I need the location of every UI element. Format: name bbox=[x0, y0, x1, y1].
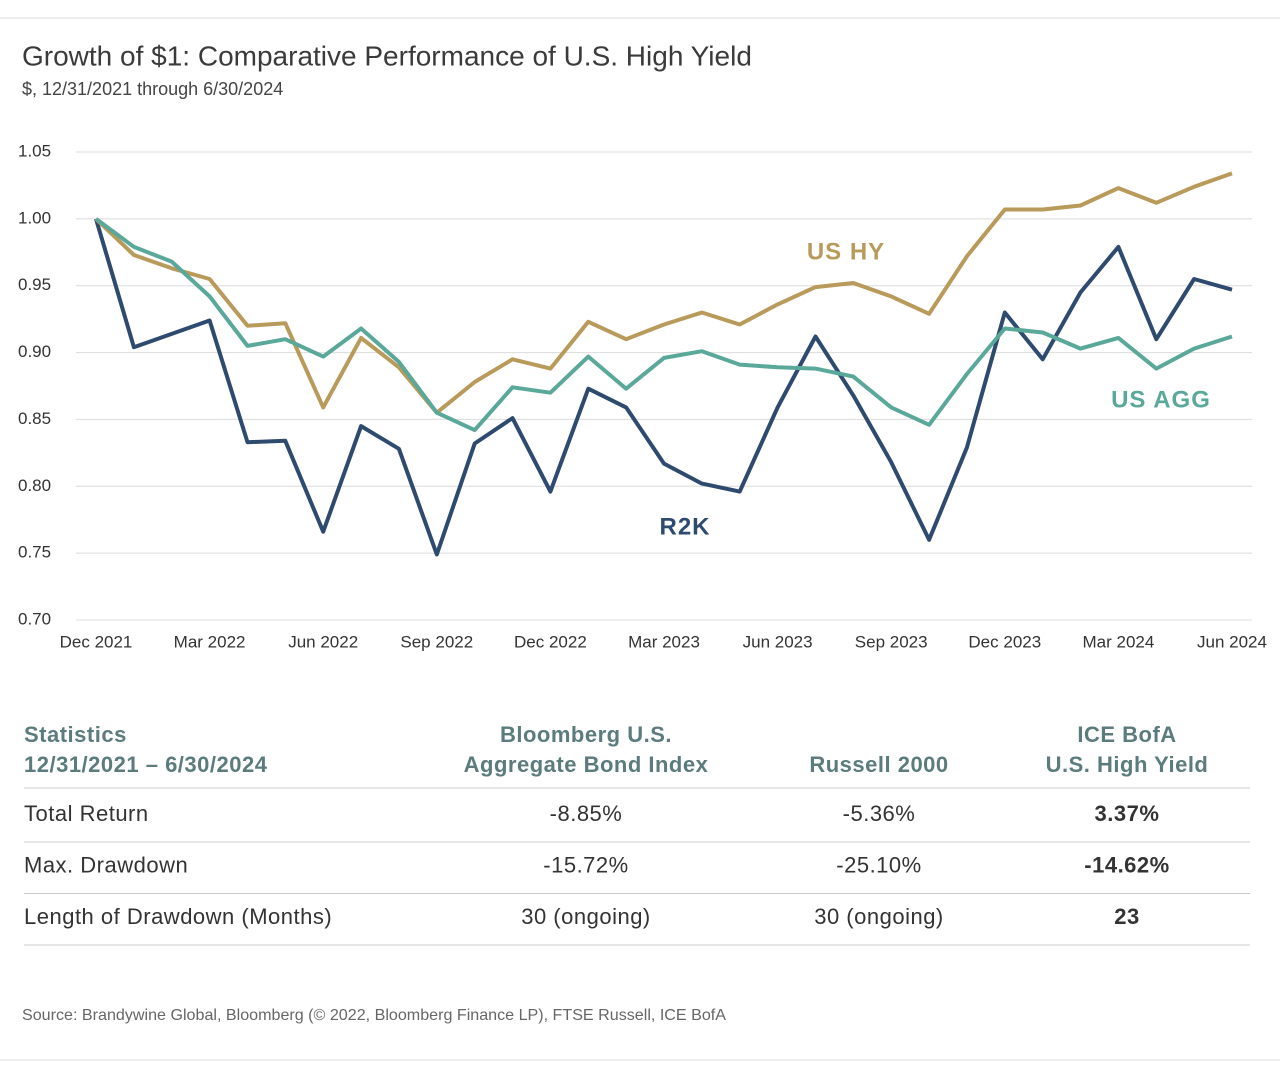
x-tick-label: Dec 2023 bbox=[968, 632, 1041, 651]
table-header: U.S. High Yield bbox=[1046, 752, 1209, 777]
x-tick-label: Dec 2022 bbox=[514, 632, 587, 651]
table-cell: 23 bbox=[1114, 904, 1139, 929]
table-cell: Max. Drawdown bbox=[24, 852, 188, 877]
x-tick-label: Jun 2024 bbox=[1197, 632, 1267, 651]
x-tick-label: Jun 2022 bbox=[288, 632, 358, 651]
table-header: ICE BofA bbox=[1077, 722, 1176, 747]
y-tick-label: 1.00 bbox=[18, 208, 51, 227]
chart-title: Growth of $1: Comparative Performance of… bbox=[22, 40, 752, 71]
table-cell: -8.85% bbox=[550, 801, 623, 826]
y-tick-label: 0.95 bbox=[18, 275, 51, 294]
table-header: 12/31/2021 – 6/30/2024 bbox=[24, 752, 268, 777]
series-label: R2K bbox=[659, 513, 710, 540]
table-cell: -14.62% bbox=[1084, 852, 1169, 877]
series-line bbox=[94, 171, 1233, 415]
x-tick-label: Sep 2023 bbox=[855, 632, 928, 651]
table-cell: 30 (ongoing) bbox=[521, 904, 651, 929]
y-tick-label: 0.80 bbox=[18, 476, 51, 495]
table-cell: -15.72% bbox=[543, 852, 628, 877]
table-cell: Total Return bbox=[24, 801, 149, 826]
x-tick-label: Sep 2022 bbox=[400, 632, 473, 651]
y-tick-label: 0.70 bbox=[18, 609, 51, 628]
table-cell: 3.37% bbox=[1095, 801, 1160, 826]
y-tick-label: 0.85 bbox=[18, 409, 51, 428]
series-label: US AGG bbox=[1111, 386, 1211, 413]
table-header: Bloomberg U.S. bbox=[500, 722, 672, 747]
series-label: US HY bbox=[807, 238, 885, 265]
chart-subtitle: $, 12/31/2021 through 6/30/2024 bbox=[22, 79, 283, 99]
series-line bbox=[94, 217, 1233, 433]
series-line bbox=[94, 218, 1233, 557]
table-header: Statistics bbox=[24, 722, 127, 747]
table-header: Aggregate Bond Index bbox=[464, 752, 709, 777]
y-tick-label: 1.05 bbox=[18, 141, 51, 160]
table-cell: Length of Drawdown (Months) bbox=[24, 904, 332, 929]
table-cell: -5.36% bbox=[843, 801, 916, 826]
x-tick-label: Jun 2023 bbox=[743, 632, 813, 651]
x-tick-label: Dec 2021 bbox=[60, 632, 133, 651]
y-tick-label: 0.90 bbox=[18, 342, 51, 361]
x-tick-label: Mar 2024 bbox=[1082, 632, 1154, 651]
x-tick-label: Mar 2022 bbox=[174, 632, 246, 651]
table-cell: 30 (ongoing) bbox=[814, 904, 944, 929]
x-tick-label: Mar 2023 bbox=[628, 632, 700, 651]
source-note: Source: Brandywine Global, Bloomberg (© … bbox=[22, 1007, 726, 1024]
table-header: Russell 2000 bbox=[809, 752, 948, 777]
table-cell: -25.10% bbox=[836, 852, 921, 877]
y-tick-label: 0.75 bbox=[18, 543, 51, 562]
